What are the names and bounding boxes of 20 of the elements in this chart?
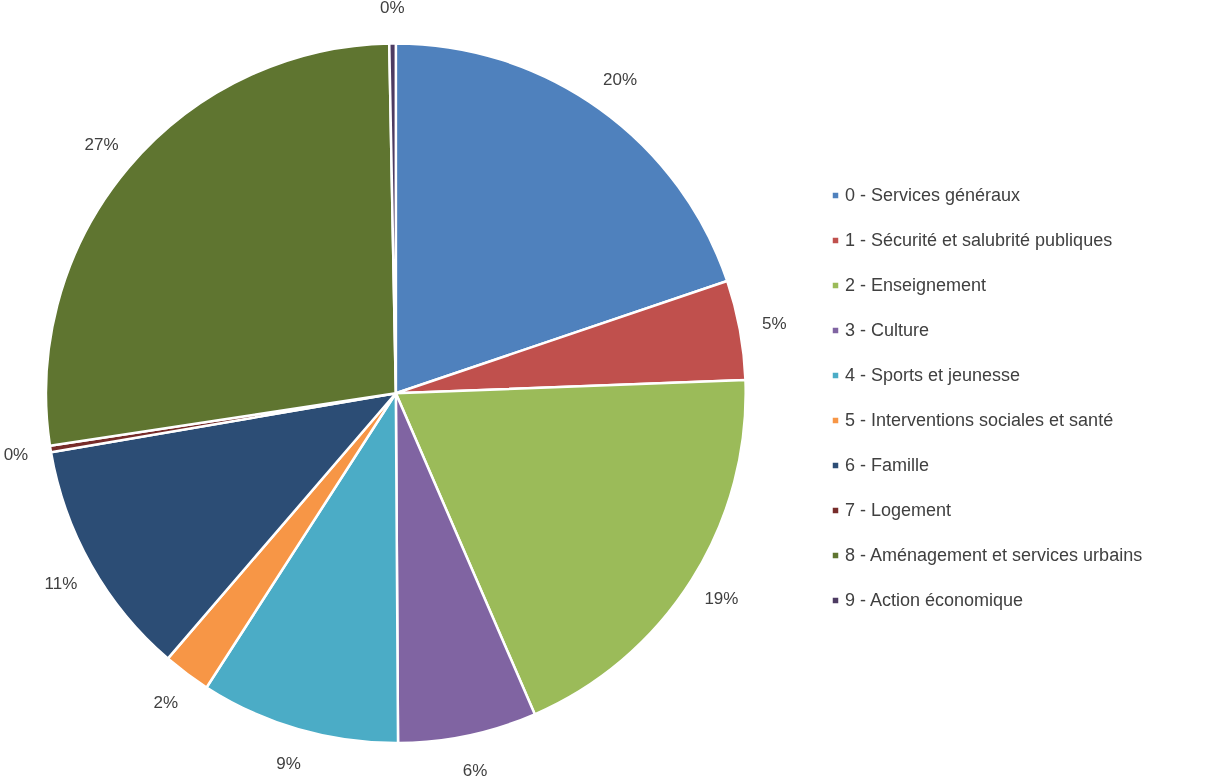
legend-label: 2 - Enseignement [845,273,987,297]
legend-label: 1 - Sécurité et salubrité publiques [845,228,1113,252]
data-label: 0% [379,0,405,18]
legend-label: 0 - Services généraux [845,183,1021,207]
data-label: 6% [462,761,488,781]
data-label: 0% [3,445,29,465]
data-label: 9% [276,754,301,774]
data-label: 19% [704,589,739,609]
data-label: 2% [153,692,179,712]
legend-label: 6 - Famille [845,453,930,477]
legend-label: 5 - Interventions sociales et santé [845,408,1114,432]
data-label: 5% [762,313,787,333]
data-label: 20% [603,70,638,90]
legend-label: 9 - Action économique [845,588,1024,612]
legend-label: 3 - Culture [845,318,930,342]
data-label: 27% [84,135,119,155]
legend-label: 4 - Sports et jeunesse [845,363,1021,387]
data-label: 11% [44,573,78,593]
legend-label: 8 - Aménagement et services urbains [845,543,1143,567]
legend-label: 7 - Logement [845,498,952,522]
